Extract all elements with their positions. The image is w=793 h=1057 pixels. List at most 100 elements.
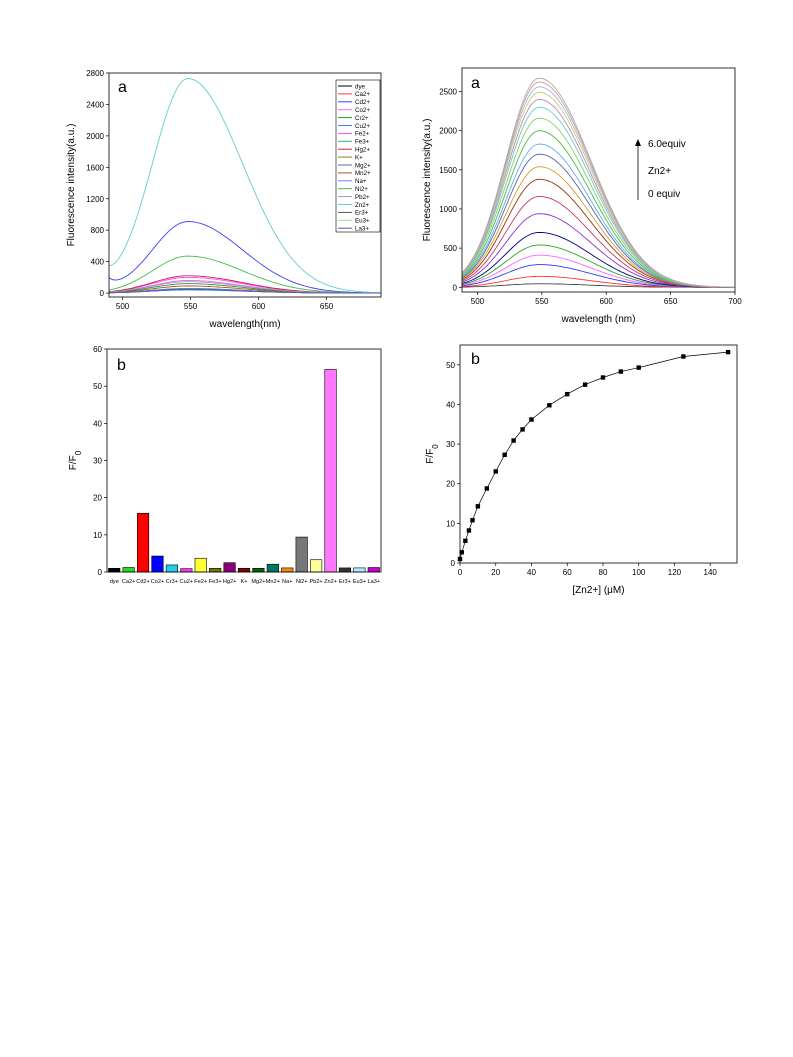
- y-tick-label: 0: [453, 283, 458, 292]
- bar: [108, 567, 121, 573]
- legend-entry: Fe2+: [355, 131, 370, 138]
- x-tick-label: Hg2+: [223, 579, 237, 585]
- data-point: [466, 528, 472, 533]
- bar: [180, 568, 193, 573]
- y-tick-label: 40: [446, 400, 455, 409]
- x-tick-label: 60: [563, 568, 572, 577]
- y-tick-label: 500: [444, 244, 458, 253]
- x-tick-label: La3+: [367, 579, 380, 585]
- legend-entry: Cd2+: [355, 99, 370, 106]
- x-tick-label: Cr3+: [166, 579, 178, 585]
- panel-3-bar-chart: dye Ca2+ Cd2+ Co2+ Cr3+ Cu2+ Fe2+ Fe3+ Hg2+ K+ Mg2…: [68, 345, 380, 585]
- data-point: [636, 365, 641, 370]
- legend-entry: La3+: [355, 226, 369, 233]
- legend-entry: Na+: [355, 178, 367, 185]
- y-tick-label: 400: [91, 258, 105, 267]
- x-tick-label: 40: [527, 568, 536, 577]
- x-tick-label: 100: [632, 568, 646, 577]
- x-tick-label: Ni2+: [296, 579, 308, 585]
- legend-box: [335, 79, 381, 233]
- data-point: [520, 427, 525, 432]
- legend-entry: Ca2+: [355, 91, 370, 98]
- data-point: [725, 349, 731, 355]
- bar: [151, 555, 164, 573]
- data-point: [459, 550, 464, 555]
- x-tick-label: Ca2+: [122, 579, 136, 585]
- series-line: [109, 288, 381, 294]
- panel-2-frame: [461, 67, 736, 293]
- x-tick-label: Cu2+: [180, 579, 194, 585]
- x-tick-label: 650: [664, 297, 678, 306]
- legend-entry: Mn2+: [355, 170, 371, 177]
- x-tick-label: Fe2+: [194, 579, 207, 585]
- series-line: [461, 117, 735, 288]
- series-line: [461, 264, 735, 288]
- bar: [353, 567, 366, 573]
- bar: [295, 536, 308, 573]
- x-tick-label: 500: [116, 302, 130, 311]
- bar: [209, 567, 222, 573]
- y-tick-label: 50: [446, 361, 455, 370]
- legend-entry: Er3+: [355, 210, 369, 217]
- x-tick-label: Co2+: [151, 579, 165, 585]
- bar: [266, 563, 279, 573]
- y-tick-label: 20: [93, 494, 102, 503]
- bar: [324, 369, 337, 573]
- y-tick-label: 2000: [439, 127, 457, 136]
- y-tick-label: 60: [93, 345, 102, 354]
- series-group: [109, 78, 381, 294]
- panel-3-frame: [106, 348, 382, 573]
- x-tick-label: 550: [184, 302, 198, 311]
- y-tick-label: 50: [93, 382, 102, 391]
- x-tick-label: Er3+: [339, 579, 351, 585]
- x-tick-label: Pb2+: [309, 579, 322, 585]
- x-tick-label: Fe3+: [209, 579, 222, 585]
- legend-entry: Zn2+: [355, 202, 370, 209]
- x-axis-label: wavelength(nm): [208, 319, 280, 330]
- series-line: [461, 106, 736, 288]
- y-tick-label: 1000: [439, 205, 457, 214]
- legend-entry: dye: [355, 83, 366, 90]
- increase-arrowhead: [635, 139, 641, 146]
- y-tick-label: 800: [91, 226, 105, 235]
- x-axis-label: [Zn2+] (μM): [572, 585, 624, 596]
- x-tick-label: 600: [252, 302, 266, 311]
- x-tick-label: 140: [704, 568, 718, 577]
- data-point: [493, 469, 498, 474]
- y-tick-label: 2400: [86, 100, 104, 109]
- y-tick-label: 1600: [86, 163, 104, 172]
- x-axis-label: wavelength (nm): [561, 314, 636, 325]
- x-tick-label: Eu3+: [353, 579, 366, 585]
- data-point: [484, 486, 490, 491]
- series-line: [461, 195, 735, 288]
- y-axis-label: F/F0: [68, 450, 83, 470]
- x-tick-label: 550: [535, 297, 549, 306]
- data-point: [681, 354, 686, 359]
- x-tick-label: 700: [728, 297, 742, 306]
- fit-line: [459, 351, 729, 560]
- data-point: [502, 452, 507, 457]
- bar: [223, 562, 236, 573]
- y-tick-label: 10: [93, 531, 102, 540]
- annotation-text: 6.0equiv: [648, 139, 686, 150]
- bar: [310, 559, 323, 573]
- data-point: [511, 438, 516, 443]
- y-tick-label: 10: [446, 519, 455, 528]
- panel-label: a: [118, 79, 127, 96]
- x-tick-label: Na+: [282, 579, 292, 585]
- series-group: [461, 77, 736, 288]
- legend-entry: Pb2+: [355, 194, 370, 201]
- x-tick-label: Mg2+: [251, 579, 265, 585]
- data-point: [470, 517, 475, 523]
- x-tick-label: 20: [491, 568, 500, 577]
- series-line: [461, 77, 735, 288]
- y-axis-label: F/F0: [425, 444, 440, 464]
- bar: [122, 567, 135, 573]
- bar: [338, 567, 352, 573]
- x-tick-label: 650: [320, 302, 334, 311]
- x-tick-label: 0: [458, 568, 463, 577]
- data-point: [547, 403, 552, 408]
- x-tick-label: Mn2+: [266, 579, 280, 585]
- panel-label: b: [117, 357, 126, 374]
